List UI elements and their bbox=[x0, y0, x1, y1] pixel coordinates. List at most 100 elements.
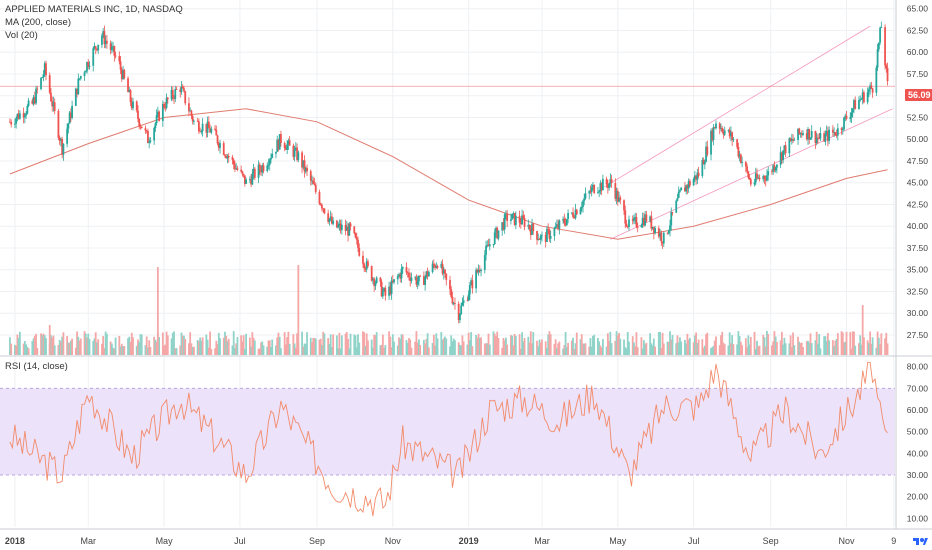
volume-bar bbox=[454, 340, 456, 355]
volume-bar bbox=[634, 346, 637, 355]
channel-lower bbox=[610, 108, 893, 240]
candle-body bbox=[826, 130, 829, 141]
candle-body bbox=[867, 89, 870, 93]
candle-body bbox=[398, 274, 400, 277]
candle-body bbox=[660, 232, 663, 242]
volume-bar bbox=[427, 347, 430, 355]
volume-bar bbox=[548, 331, 551, 355]
volume-bar bbox=[241, 341, 244, 355]
candle-body bbox=[523, 218, 526, 227]
candle-body bbox=[372, 278, 374, 281]
volume-bar bbox=[523, 338, 526, 355]
volume-bar bbox=[410, 347, 413, 355]
y-tick-label: 60.00 bbox=[907, 47, 929, 57]
candle-body bbox=[788, 138, 791, 154]
candle-body bbox=[234, 164, 236, 170]
volume-bar bbox=[235, 343, 238, 355]
volume-bar bbox=[332, 334, 335, 355]
candle-body bbox=[809, 137, 812, 140]
x-tick-label: Jul bbox=[234, 536, 246, 546]
volume-bar bbox=[823, 336, 826, 355]
candle-body bbox=[606, 184, 609, 188]
volume-bar bbox=[450, 335, 453, 355]
rsi-band-group bbox=[0, 387, 895, 476]
candle-body bbox=[764, 178, 767, 181]
volume-bar bbox=[582, 343, 584, 355]
volume-bar bbox=[338, 332, 341, 355]
volume-bar bbox=[784, 343, 787, 355]
candle-body bbox=[628, 219, 630, 228]
candle-body bbox=[737, 146, 740, 157]
volume-bar bbox=[374, 335, 377, 355]
candle-body bbox=[275, 151, 277, 154]
volume-bar bbox=[645, 342, 648, 355]
volume-bar bbox=[145, 336, 148, 355]
candle-body bbox=[475, 269, 477, 289]
rsi-y-tick-label: 10.00 bbox=[907, 513, 929, 523]
volume-bar bbox=[600, 347, 603, 355]
candle-body bbox=[548, 229, 551, 239]
candle-body bbox=[798, 128, 801, 134]
y-tick-label: 65.00 bbox=[907, 4, 929, 14]
volume-bar bbox=[749, 336, 752, 355]
volume-bar bbox=[365, 333, 368, 355]
volume-bar bbox=[23, 340, 26, 355]
candle-body bbox=[554, 226, 557, 229]
candle-body bbox=[538, 239, 541, 240]
candle-body bbox=[93, 46, 96, 49]
candle-body bbox=[241, 171, 244, 174]
candle-body bbox=[636, 226, 639, 228]
volume-bar bbox=[741, 345, 744, 355]
candle-body bbox=[800, 133, 803, 135]
candle-body bbox=[861, 92, 864, 99]
volume-bar bbox=[94, 332, 97, 355]
volume-bar bbox=[93, 338, 96, 355]
candle-body bbox=[850, 112, 853, 118]
volume-bar bbox=[553, 343, 556, 355]
candle-body bbox=[600, 183, 603, 191]
x-tick-label: 2018 bbox=[5, 536, 25, 546]
volume-bar bbox=[119, 346, 122, 355]
y-tick-label: 37.50 bbox=[907, 243, 929, 253]
volume-bar bbox=[744, 338, 747, 355]
candle-body bbox=[435, 265, 438, 268]
candle-body bbox=[222, 143, 225, 155]
volume-bar bbox=[276, 337, 279, 355]
volume-bar bbox=[285, 344, 287, 355]
volume-bar bbox=[266, 346, 269, 355]
volume-bar bbox=[33, 335, 36, 355]
candle-body bbox=[347, 226, 349, 236]
volume-bar bbox=[301, 331, 303, 355]
volume-bar bbox=[511, 335, 514, 355]
volume-bar bbox=[459, 344, 461, 355]
volume-bar bbox=[337, 348, 340, 355]
volume-bar bbox=[697, 339, 700, 355]
candle-body bbox=[723, 130, 726, 135]
candle-body bbox=[845, 115, 848, 119]
candle-body bbox=[467, 294, 470, 301]
last-price-tag: 56.09 bbox=[905, 89, 932, 101]
candle-body bbox=[27, 100, 30, 106]
candle-body bbox=[401, 267, 404, 269]
volume-bar bbox=[380, 345, 383, 355]
candle-body bbox=[129, 90, 132, 103]
candle-body bbox=[718, 123, 721, 129]
volume-bar bbox=[234, 348, 236, 355]
volume-bar bbox=[831, 340, 834, 355]
candle-body bbox=[128, 90, 131, 93]
candle-body bbox=[564, 223, 567, 226]
volume-bar bbox=[163, 345, 165, 355]
volume-bar bbox=[388, 331, 390, 355]
volume-bar bbox=[22, 343, 25, 355]
candle-body bbox=[669, 225, 671, 231]
volume-bar bbox=[400, 334, 403, 355]
volume-bar bbox=[58, 339, 61, 355]
rsi-legend: RSI (14, close) bbox=[5, 361, 68, 372]
volume-bar bbox=[727, 345, 730, 355]
candle-body bbox=[773, 165, 776, 171]
candle-body bbox=[623, 200, 625, 211]
candle-body bbox=[42, 74, 45, 78]
volume-bar bbox=[626, 331, 629, 355]
volume-bar bbox=[853, 331, 855, 355]
channel-lines bbox=[603, 25, 893, 240]
